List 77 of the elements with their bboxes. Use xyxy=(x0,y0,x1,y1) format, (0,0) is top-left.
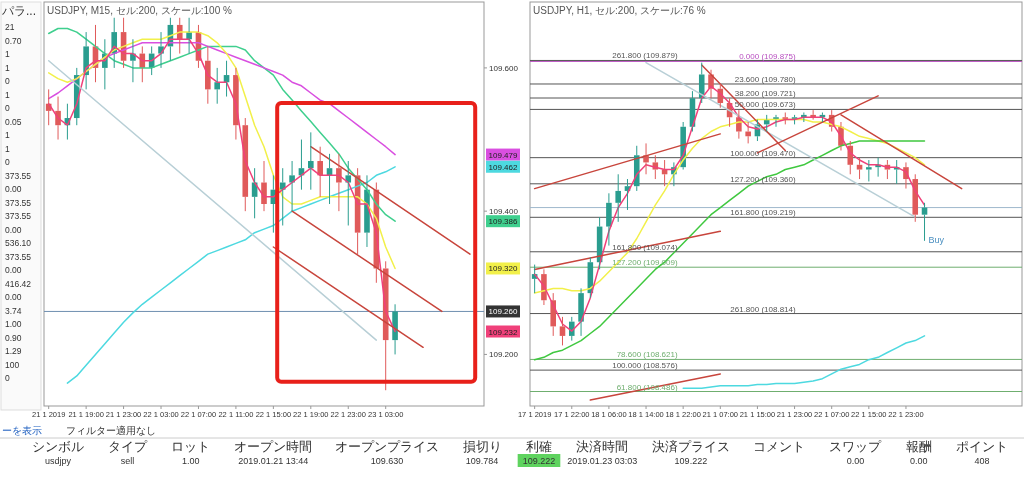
text: 1 xyxy=(5,130,10,140)
text: 1.00 xyxy=(5,319,22,329)
text: ーを表示 xyxy=(2,425,42,436)
y-tick-label: 109.200 xyxy=(489,350,519,360)
y-tick-label: 109.400 xyxy=(489,207,519,217)
chart-title: USDJPY, H1, セル:200, スケール:76 % xyxy=(533,5,706,16)
y-tick-label: 109.600 xyxy=(489,63,519,73)
text: 109.222 xyxy=(522,456,556,466)
ref-line-label: 0.000 (109.875) xyxy=(739,52,796,62)
category-label: 決済プライス xyxy=(651,439,730,454)
text: 0.00 xyxy=(5,292,22,302)
text: 0 xyxy=(5,76,10,86)
annotation: Buy xyxy=(928,234,945,245)
ref-line-label: 100.000 (109.470) xyxy=(730,148,797,158)
annotation: 109.320 xyxy=(488,264,519,274)
text: sell xyxy=(120,456,135,466)
text: 109.784 xyxy=(465,456,499,466)
text: 2019.01.21 13:44 xyxy=(238,456,309,466)
text: フィルター適用なし xyxy=(66,425,156,436)
text: 0 xyxy=(5,373,10,383)
text: パラ... xyxy=(1,4,37,18)
category-label: 損切り xyxy=(462,440,502,454)
category-label: コメント xyxy=(753,440,806,454)
category-label: オープン時間 xyxy=(234,440,313,454)
text: 1 xyxy=(5,143,10,154)
text: 0 xyxy=(5,157,10,167)
text: 1 xyxy=(5,62,10,73)
text: 0.05 xyxy=(5,116,22,127)
annotation: 109.386 xyxy=(488,217,519,227)
category-label: シンボル xyxy=(31,440,84,454)
ref-line-label: 127.200 (109.360) xyxy=(730,174,797,184)
category-label: 報酬 xyxy=(905,440,932,454)
text: 0.90 xyxy=(5,332,22,343)
text: 373.55 xyxy=(5,170,32,181)
ref-line-label: 38.200 (109.721) xyxy=(734,89,797,99)
category-label: ポイント xyxy=(956,440,1009,454)
category-label: スワップ xyxy=(829,440,883,454)
text: 373.55 xyxy=(5,211,32,221)
text: 0.00 xyxy=(909,456,928,466)
category-label: 利確 xyxy=(525,440,552,454)
category-label: オープンプライス xyxy=(335,440,440,454)
category-label: 決済時間 xyxy=(576,439,629,454)
annotation: 109.232 xyxy=(488,327,519,337)
category-label: ロット xyxy=(171,440,211,454)
text: 1 xyxy=(5,49,10,59)
text: usdjpy xyxy=(44,456,71,466)
text: 2019.01.23 03:03 xyxy=(567,456,638,466)
ref-line-label: 261.800 (108.814) xyxy=(730,304,797,314)
annotation: 109.462 xyxy=(488,162,519,172)
ref-line-label: 109.260 xyxy=(488,307,519,317)
text: 0.00 xyxy=(5,224,22,235)
category-label: タイプ xyxy=(108,440,149,454)
text: 0.00 xyxy=(846,456,865,466)
ref-line-label: 261.800 (109.879) xyxy=(612,51,678,61)
chart-title: USDJPY, M15, セル:200, スケール:100 % xyxy=(47,5,232,16)
text: 536.10 xyxy=(5,238,32,248)
text: 3.74 xyxy=(5,305,22,316)
annotation: 109.479 xyxy=(488,150,519,160)
text: 408 xyxy=(974,456,990,466)
text: 416.42 xyxy=(5,278,32,289)
text: 1.29 xyxy=(5,346,22,356)
ref-line-label: 161.800 (109.219) xyxy=(730,208,797,218)
text: 0.00 xyxy=(5,265,22,275)
ref-line-label: 100.000 (108.576) xyxy=(612,361,678,371)
text: 21 xyxy=(5,22,15,32)
text: 0.70 xyxy=(5,35,22,46)
text: 0 xyxy=(5,103,10,113)
text: 100 xyxy=(5,359,20,370)
ref-line-label: 23.600 (109.780) xyxy=(734,74,797,84)
ref-line-label: 78.600 (108.621) xyxy=(616,350,678,360)
text: 109.222 xyxy=(674,456,708,466)
text: 1.00 xyxy=(182,456,200,466)
text: 373.55 xyxy=(5,251,32,262)
text: 1 xyxy=(5,89,10,100)
text: 109.630 xyxy=(370,456,404,466)
text: 0.00 xyxy=(5,184,22,194)
text: 373.55 xyxy=(5,197,32,208)
